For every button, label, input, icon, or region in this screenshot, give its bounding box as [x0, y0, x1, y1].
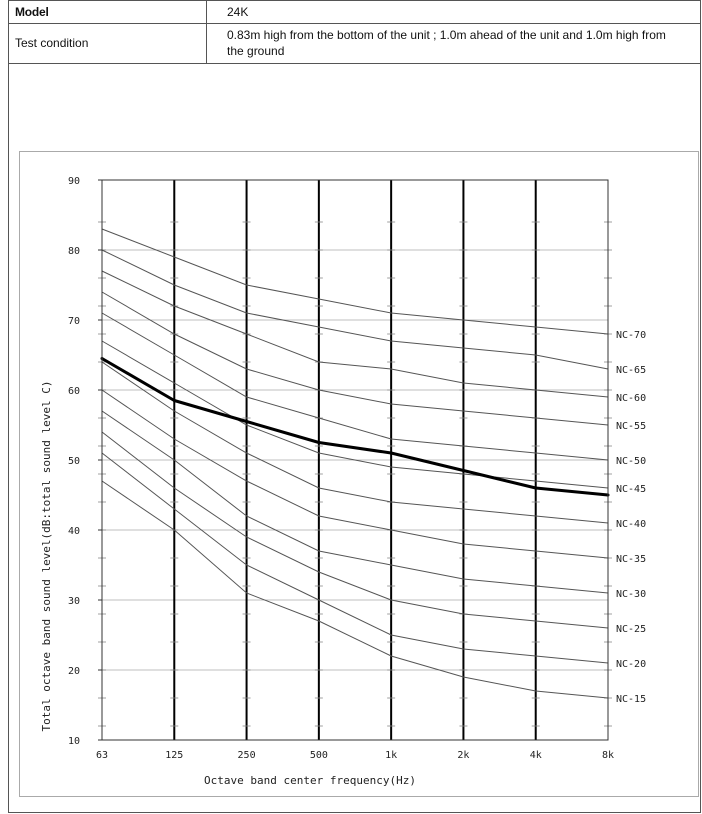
- nc-curve: [101, 270, 609, 398]
- nc-curve-label: NC-20: [616, 659, 646, 670]
- nc-curve-label: NC-45: [616, 484, 646, 495]
- nc-curves-layer: NC-70 NC-65 NC-60 NC-55 NC-50 NC-45 NC-40 NC-35…: [101, 228, 646, 705]
- nc-curve: [101, 480, 609, 699]
- y-tick-label: 10: [68, 736, 80, 747]
- y-tick-label: 90: [68, 176, 80, 187]
- y-tick-label: 80: [68, 246, 80, 257]
- x-tick-label: 63: [96, 750, 108, 761]
- nc-chart-frame: NC-70 NC-65 NC-60 NC-55 NC-50 NC-45 NC-40 NC-35…: [19, 151, 699, 797]
- nc-curve-label: NC-60: [616, 393, 646, 404]
- measured-layer: [100, 357, 610, 497]
- y-tick-label: 20: [68, 666, 80, 677]
- test-condition-value-cell: 0.83m high from the bottom of the unit ;…: [207, 24, 700, 63]
- model-row: Model 24K: [9, 1, 700, 24]
- test-condition-label-cell: Test condition: [9, 24, 207, 63]
- y-tick-label: 30: [68, 596, 80, 607]
- y-tick-label: 40: [68, 526, 80, 537]
- x-tick-label: 2k: [457, 750, 469, 761]
- axis-layer: 10 20 30 40 50 60 70 80 90 63 125 250 500 1k 2k 4k 8k: [68, 176, 614, 761]
- nc-curve: [101, 431, 609, 629]
- nc-curve-label: NC-50: [616, 456, 646, 467]
- nc-curve-chart: NC-70 NC-65 NC-60 NC-55 NC-50 NC-45 NC-40 NC-35…: [40, 176, 646, 787]
- nc-curve-label: NC-70: [616, 330, 646, 341]
- x-tick-label: 250: [238, 750, 256, 761]
- test-condition-label: Test condition: [15, 36, 89, 50]
- model-label-cell: Model: [9, 1, 207, 23]
- nc-curve: [101, 361, 609, 524]
- measured-sound-level-line: [101, 357, 609, 497]
- test-condition-row: Test condition 0.83m high from the botto…: [9, 24, 700, 64]
- nc-curve: [101, 389, 609, 559]
- model-value-cell: 24K: [207, 1, 700, 23]
- nc-curve-label: NC-35: [616, 554, 646, 565]
- nc-curve-label: NC-15: [616, 694, 646, 705]
- spec-sheet: Model 24K Test condition 0.83m high from…: [8, 0, 701, 813]
- nc-curve-label: NC-25: [616, 624, 646, 635]
- measured-point: [389, 451, 393, 455]
- nc-curve-label: NC-40: [616, 519, 646, 530]
- measured-point: [534, 486, 538, 490]
- x-axis-title: Octave band center frequency(Hz): [204, 774, 416, 787]
- nc-curve-label: NC-55: [616, 421, 646, 432]
- nc-curve: [101, 340, 609, 489]
- test-condition-value: 0.83m high from the bottom of the unit ;…: [227, 28, 666, 58]
- measured-point: [461, 469, 465, 472]
- model-label: Model: [15, 5, 49, 19]
- y-tick-label: 60: [68, 386, 80, 397]
- measured-point: [245, 420, 249, 423]
- nc-curve: [101, 291, 609, 426]
- x-tick-label: 125: [165, 750, 183, 761]
- nc-curve: [101, 452, 609, 664]
- nc-curve: [101, 410, 609, 594]
- nc-curve-label: NC-65: [616, 365, 646, 376]
- x-tick-label: 8k: [602, 750, 614, 761]
- x-tick-label: 4k: [530, 750, 542, 761]
- nc-curve: [101, 228, 609, 335]
- y-axis-title: Total octave band sound level(dB:total s…: [40, 381, 53, 732]
- nc-curve-label: NC-30: [616, 589, 646, 600]
- nc-curve: [101, 249, 609, 370]
- measured-point: [172, 399, 176, 402]
- x-tick-label: 500: [310, 750, 328, 761]
- model-value: 24K: [227, 5, 249, 19]
- measured-point: [317, 441, 321, 444]
- y-tick-label: 70: [68, 316, 80, 327]
- y-tick-label: 50: [68, 456, 80, 467]
- nc-curve: [101, 312, 609, 461]
- x-tick-label: 1k: [385, 750, 397, 761]
